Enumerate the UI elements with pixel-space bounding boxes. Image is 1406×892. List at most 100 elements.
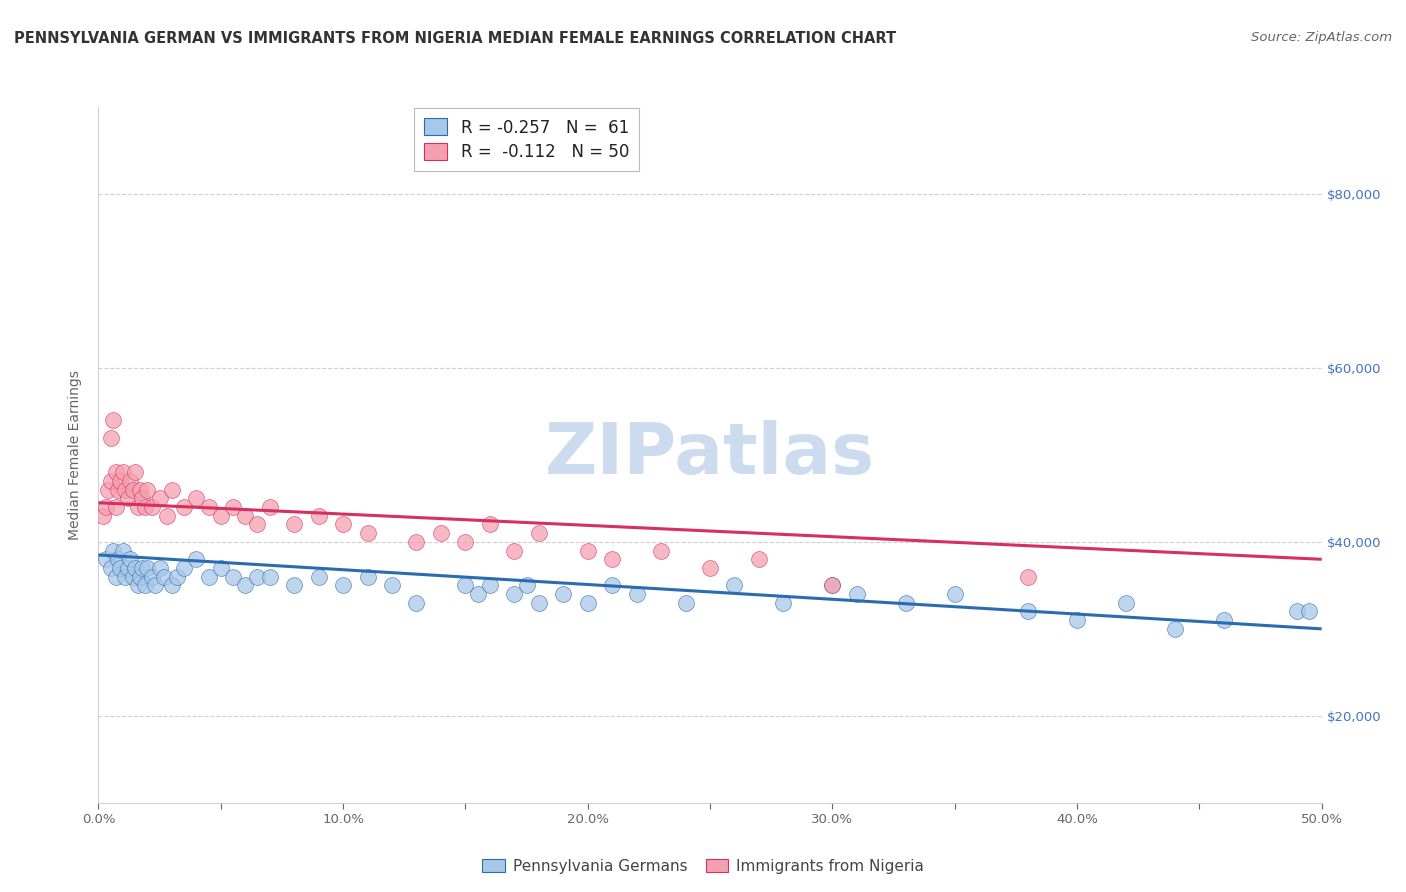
Point: [1212, 613, 1234, 627]
Point: [943, 587, 966, 601]
Point: [173, 500, 195, 514]
Point: [131, 491, 153, 506]
Point: [650, 543, 672, 558]
Point: [197, 500, 219, 514]
Point: [117, 561, 139, 575]
Point: [467, 587, 489, 601]
Point: [748, 552, 770, 566]
Legend: R = -0.257   N =  61, R =  -0.112   N = 50: R = -0.257 N = 61, R = -0.112 N = 50: [413, 109, 640, 171]
Point: [104, 570, 127, 584]
Point: [503, 543, 526, 558]
Point: [156, 508, 179, 523]
Point: [356, 526, 378, 541]
Point: [111, 543, 134, 558]
Point: [120, 552, 142, 566]
Point: [454, 578, 477, 592]
Point: [136, 483, 159, 497]
Point: [405, 596, 427, 610]
Point: [1017, 570, 1039, 584]
Point: [1115, 596, 1137, 610]
Point: [1298, 605, 1320, 619]
Point: [100, 474, 122, 488]
Point: [259, 500, 281, 514]
Point: [209, 508, 232, 523]
Point: [527, 596, 550, 610]
Point: [111, 466, 134, 480]
Text: PENNSYLVANIA GERMAN VS IMMIGRANTS FROM NIGERIA MEDIAN FEMALE EARNINGS CORRELATIO: PENNSYLVANIA GERMAN VS IMMIGRANTS FROM N…: [14, 31, 896, 46]
Point: [283, 578, 305, 592]
Point: [308, 570, 330, 584]
Point: [134, 578, 156, 592]
Point: [117, 491, 139, 506]
Point: [91, 508, 114, 523]
Point: [141, 500, 163, 514]
Point: [233, 578, 256, 592]
Point: [308, 508, 330, 523]
Point: [576, 596, 599, 610]
Point: [107, 483, 129, 497]
Point: [97, 483, 120, 497]
Point: [186, 552, 208, 566]
Point: [723, 578, 745, 592]
Point: [1164, 622, 1187, 636]
Point: [772, 596, 794, 610]
Point: [626, 587, 648, 601]
Point: [405, 534, 427, 549]
Point: [1286, 605, 1309, 619]
Point: [101, 413, 124, 427]
Point: [110, 561, 132, 575]
Point: [129, 570, 152, 584]
Legend: Pennsylvania Germans, Immigrants from Nigeria: Pennsylvania Germans, Immigrants from Ni…: [475, 853, 931, 880]
Point: [246, 570, 269, 584]
Point: [356, 570, 378, 584]
Point: [94, 500, 117, 514]
Point: [127, 500, 149, 514]
Point: [527, 526, 550, 541]
Point: [104, 466, 127, 480]
Point: [1017, 605, 1039, 619]
Point: [894, 596, 917, 610]
Point: [110, 474, 132, 488]
Point: [114, 483, 136, 497]
Point: [120, 474, 142, 488]
Point: [143, 578, 166, 592]
Point: [553, 587, 575, 601]
Point: [222, 570, 245, 584]
Point: [576, 543, 599, 558]
Point: [259, 570, 281, 584]
Point: [160, 483, 183, 497]
Point: [100, 561, 122, 575]
Point: [94, 552, 117, 566]
Point: [821, 578, 844, 592]
Point: [503, 587, 526, 601]
Point: [454, 534, 477, 549]
Point: [600, 578, 623, 592]
Point: [121, 483, 143, 497]
Point: [381, 578, 404, 592]
Point: [134, 500, 156, 514]
Point: [197, 570, 219, 584]
Point: [332, 517, 354, 532]
Point: [141, 570, 163, 584]
Point: [131, 561, 153, 575]
Point: [129, 483, 152, 497]
Point: [478, 517, 501, 532]
Point: [160, 578, 183, 592]
Point: [222, 500, 245, 514]
Point: [332, 578, 354, 592]
Point: [101, 543, 124, 558]
Y-axis label: Median Female Earnings: Median Female Earnings: [69, 370, 83, 540]
Point: [173, 561, 195, 575]
Point: [600, 552, 623, 566]
Point: [136, 561, 159, 575]
Point: [124, 466, 146, 480]
Text: Source: ZipAtlas.com: Source: ZipAtlas.com: [1251, 31, 1392, 45]
Point: [246, 517, 269, 532]
Point: [127, 578, 149, 592]
Point: [233, 508, 256, 523]
Point: [1066, 613, 1088, 627]
Point: [124, 561, 146, 575]
Text: ZIPatlas: ZIPatlas: [546, 420, 875, 490]
Point: [209, 561, 232, 575]
Point: [166, 570, 188, 584]
